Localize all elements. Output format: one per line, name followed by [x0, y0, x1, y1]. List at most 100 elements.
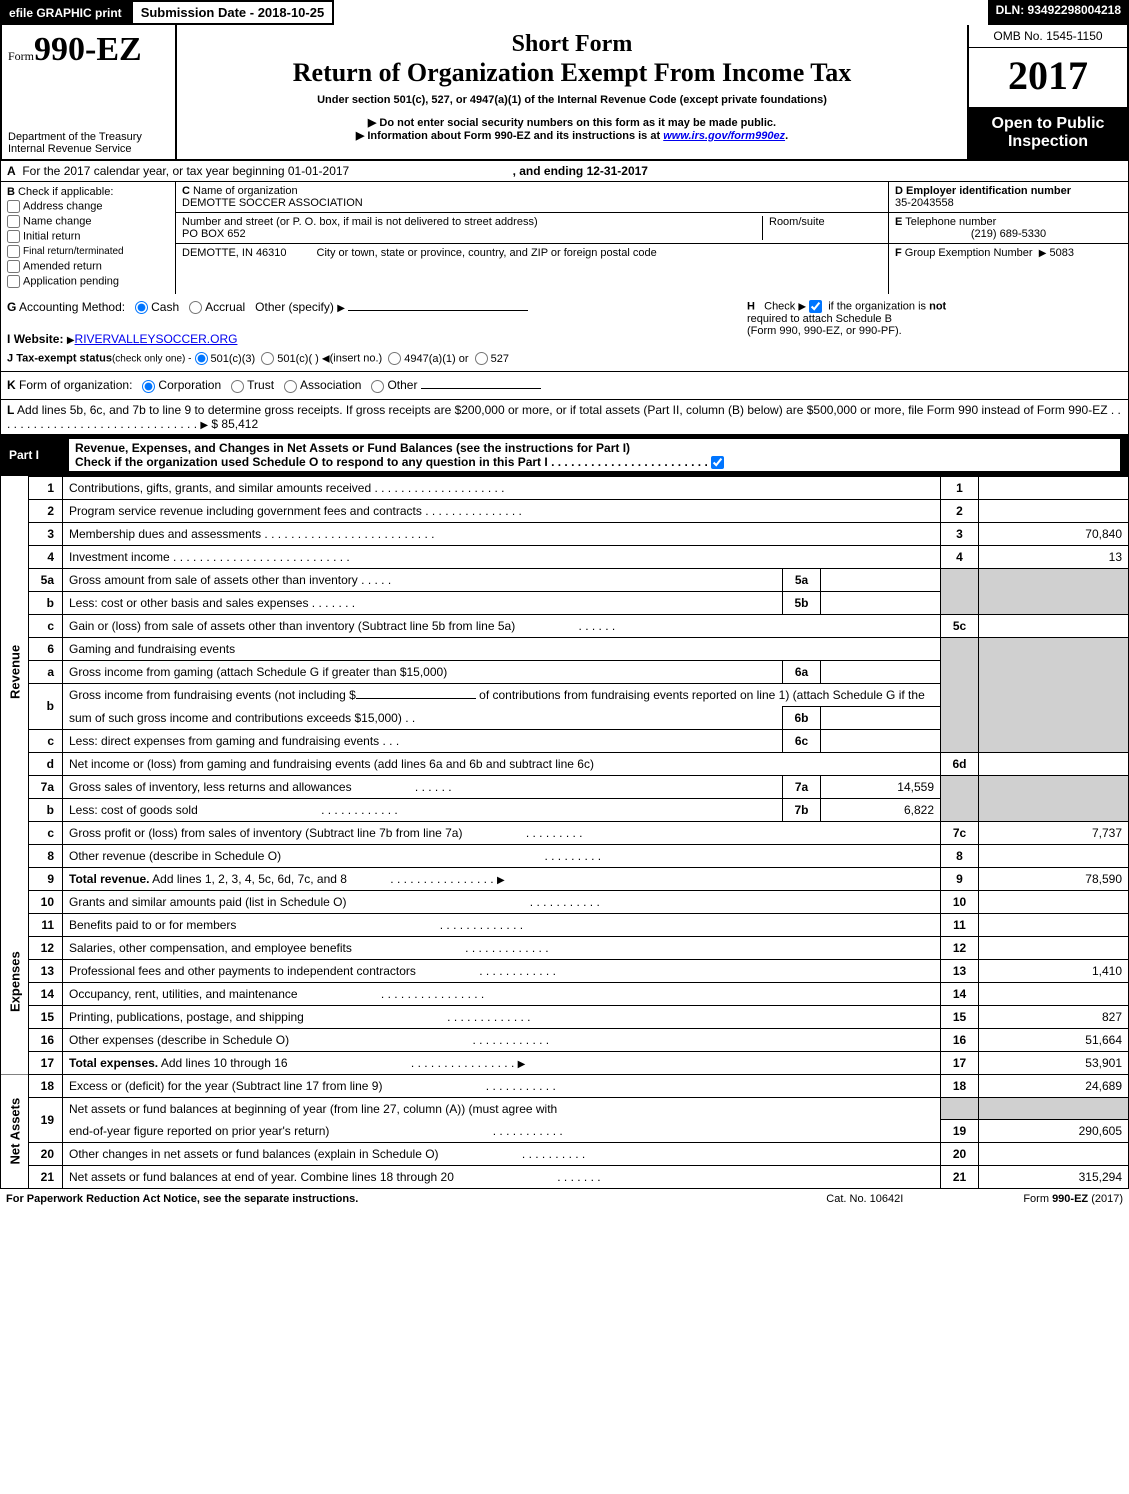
ln6b-midamt [821, 706, 941, 729]
c-name-row: C Name of organization DEMOTTE SOCCER AS… [176, 182, 888, 213]
line-12: 12 Salaries, other compensation, and emp… [1, 936, 1129, 959]
line-9: 9 Total revenue. Add lines 1, 2, 3, 4, 5… [1, 867, 1129, 890]
label-d: D [895, 185, 903, 197]
label-c: C [182, 185, 190, 197]
h-check: Check [764, 300, 795, 312]
tax-year: 2017 [969, 48, 1127, 107]
ln5b-desc: Less: cost or other basis and sales expe… [69, 596, 308, 610]
chk-address-change[interactable]: Address change [7, 200, 169, 213]
chk-schedule-b[interactable] [809, 300, 825, 312]
ln5c-num: c [29, 614, 63, 637]
radio-4947[interactable]: 4947(a)(1) or [388, 353, 468, 365]
part1-header: Part I Revenue, Expenses, and Changes in… [0, 435, 1129, 476]
ln15-n2: 15 [941, 1005, 979, 1028]
ln7a-mid: 7a [783, 775, 821, 798]
ln8-amt [979, 844, 1129, 867]
section-a: A For the 2017 calendar year, or tax yea… [0, 161, 1129, 182]
ln5a-desc: Gross amount from sale of assets other t… [69, 573, 358, 587]
ln7a-gray [941, 775, 979, 821]
acct-other-input[interactable] [348, 310, 528, 311]
c-street: PO BOX 652 [182, 228, 762, 240]
ln2-desc: Program service revenue including govern… [69, 504, 422, 518]
ln12-num: 12 [29, 936, 63, 959]
ln6-num: 6 [29, 637, 63, 660]
chk-application-pending[interactable]: Application pending [7, 275, 169, 288]
gh-block: G Accounting Method: Cash Accrual Other … [0, 294, 1129, 372]
label-b: B [7, 186, 15, 198]
ln5b-num: b [29, 591, 63, 614]
ln12-amt [979, 936, 1129, 959]
label-g: G [7, 300, 16, 314]
line-13: 13 Professional fees and other payments … [1, 959, 1129, 982]
part1-sub: Check if the organization used Schedule … [75, 455, 548, 469]
label-k: K [7, 378, 16, 392]
omb-number: OMB No. 1545-1150 [969, 25, 1127, 48]
ln1-n2: 1 [941, 476, 979, 499]
ln20-amt [979, 1143, 1129, 1166]
info-link[interactable]: www.irs.gov/form990ez [663, 130, 785, 142]
c-city: DEMOTTE, IN 46310 [182, 247, 287, 259]
ln4-amt: 13 [979, 545, 1129, 568]
line-14: 14 Occupancy, rent, utilities, and maint… [1, 982, 1129, 1005]
ln17-desc2: Add lines 10 through 16 [161, 1056, 288, 1070]
chk-amended-return[interactable]: Amended return [7, 260, 169, 273]
ln6-gray [941, 637, 979, 752]
chk-name-change[interactable]: Name change [7, 215, 169, 228]
title-col: Short Form Return of Organization Exempt… [177, 25, 967, 159]
ln6a-desc: Gross income from gaming (attach Schedul… [63, 660, 783, 683]
ln13-num: 13 [29, 959, 63, 982]
radio-501c[interactable]: 501(c)( ) [261, 353, 319, 365]
side-expenses: Expenses [1, 890, 29, 1074]
form-number: Form990-EZ [8, 31, 169, 69]
ln6b-desc-pre: Gross income from fundraising events (no… [69, 688, 356, 702]
ln1-desc: Contributions, gifts, grants, and simila… [69, 481, 371, 495]
form-id-col: Form990-EZ Department of the Treasury In… [2, 25, 177, 159]
ln10-amt [979, 890, 1129, 913]
line-7c: c Gross profit or (loss) from sales of i… [1, 821, 1129, 844]
ln11-amt [979, 913, 1129, 936]
ln7b-num: b [29, 798, 63, 821]
radio-assoc[interactable]: Association [284, 378, 361, 392]
section-e: E Telephone number (219) 689-5330 [889, 213, 1128, 244]
ln5a-midamt [821, 568, 941, 591]
ln6b-input[interactable] [356, 698, 476, 699]
section-a-ending: , and ending 12-31-2017 [513, 164, 648, 178]
ein-label: Employer identification number [906, 185, 1071, 197]
radio-corp[interactable]: Corporation [142, 378, 221, 392]
part1-label: Part I [9, 448, 69, 462]
radio-cash[interactable]: Cash [135, 300, 179, 314]
right-header-col: OMB No. 1545-1150 2017 Open to Public In… [967, 25, 1127, 159]
website-link[interactable]: RIVERVALLEYSOCCER.ORG [75, 332, 238, 346]
radio-501c3[interactable]: 501(c)(3) [195, 353, 256, 365]
ln12-n2: 12 [941, 936, 979, 959]
section-c: C Name of organization DEMOTTE SOCCER AS… [176, 182, 888, 294]
ln5c-n2: 5c [941, 614, 979, 637]
ln7a-grayamt [979, 775, 1129, 821]
form-prefix: Form [8, 49, 34, 63]
chk-schedule-o-part1[interactable] [711, 455, 727, 469]
line-1: Revenue 1 Contributions, gifts, grants, … [1, 476, 1129, 499]
radio-accrual[interactable]: Accrual [189, 300, 245, 314]
efile-print-button[interactable]: efile GRAPHIC print [0, 0, 131, 25]
ln7b-midamt: 6,822 [821, 798, 941, 821]
j-check-only: (check only one) - [112, 354, 191, 365]
section-b: B Check if applicable: Address change Na… [1, 182, 176, 294]
chk-initial-return[interactable]: Initial return [7, 230, 169, 243]
k-other-input[interactable] [421, 388, 541, 389]
section-a-text: For the 2017 calendar year, or tax year … [22, 164, 349, 178]
ln6d-desc: Net income or (loss) from gaming and fun… [63, 752, 941, 775]
ln6-desc: Gaming and fundraising events [63, 637, 941, 660]
ln2-n2: 2 [941, 499, 979, 522]
side-revenue: Revenue [1, 476, 29, 867]
section-d: D Employer identification number 35-2043… [889, 182, 1128, 213]
ln18-n2: 18 [941, 1074, 979, 1097]
submission-date: Submission Date - 2018-10-25 [131, 0, 335, 25]
section-k: K Form of organization: Corporation Trus… [0, 372, 1129, 399]
radio-trust[interactable]: Trust [231, 378, 274, 392]
radio-527[interactable]: 527 [475, 353, 509, 365]
line-5c: c Gain or (loss) from sale of assets oth… [1, 614, 1129, 637]
ln13-n2: 13 [941, 959, 979, 982]
radio-other[interactable]: Other [371, 378, 417, 392]
chk-final-return[interactable]: Final return/terminated [7, 245, 169, 258]
line-6: 6 Gaming and fundraising events [1, 637, 1129, 660]
